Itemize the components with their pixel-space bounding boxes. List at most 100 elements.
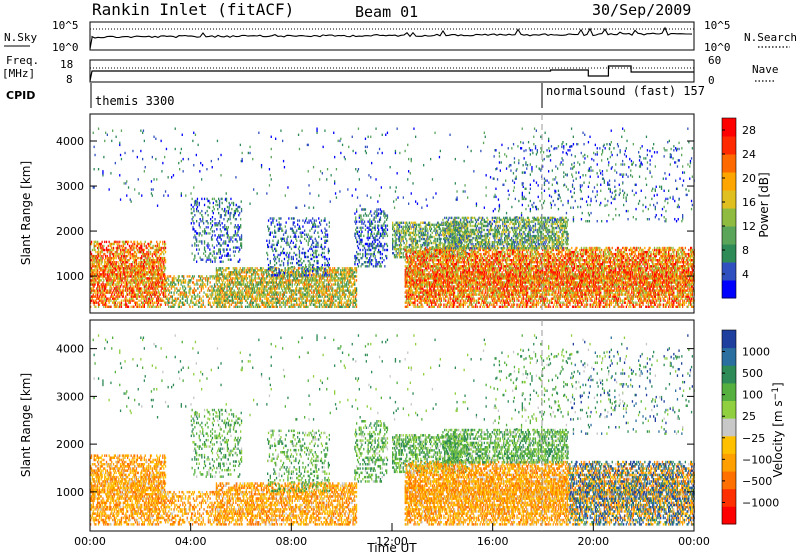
power-cell — [272, 244, 273, 246]
power-cell — [119, 241, 120, 243]
power-cell — [369, 219, 370, 221]
power-cell — [322, 232, 323, 234]
power-cell — [219, 200, 220, 202]
power-cell — [274, 225, 275, 227]
power-cell — [208, 277, 209, 279]
power-cell — [134, 247, 135, 249]
power-cell — [221, 306, 222, 308]
power-cell — [285, 269, 286, 271]
power-cell — [387, 235, 388, 237]
power-cell — [241, 208, 242, 210]
power-cell — [299, 267, 300, 269]
power-cell — [337, 289, 338, 291]
power-cell — [359, 231, 360, 233]
power-cell — [160, 259, 161, 261]
power-cell — [294, 306, 295, 308]
power-cell — [231, 208, 232, 210]
power-cell — [263, 273, 264, 275]
power-cell — [270, 217, 271, 219]
power-cell — [192, 216, 193, 218]
power-cell — [326, 258, 327, 260]
power-cell — [237, 210, 238, 212]
power-cell — [146, 267, 147, 269]
power-cell — [329, 225, 330, 227]
power-cell — [136, 259, 137, 261]
power-cell — [287, 242, 288, 244]
power-cell — [273, 244, 274, 246]
power-cell — [346, 281, 347, 283]
power-cell — [300, 287, 301, 289]
power-cell — [358, 253, 359, 255]
power-cell — [166, 302, 167, 304]
cpid-row: CPID themis 3300 normalsound (fast) 157 — [6, 83, 705, 108]
power-cell — [382, 253, 383, 255]
power-cell — [106, 304, 107, 306]
power-cell — [322, 274, 323, 276]
power-cell — [302, 272, 303, 274]
nave-label: Nave — [752, 63, 779, 76]
power-cell — [357, 241, 358, 243]
power-cell — [306, 234, 307, 236]
power-cell — [387, 245, 388, 247]
power-cell — [375, 239, 376, 241]
power-cell — [269, 240, 270, 242]
power-cell — [286, 221, 287, 223]
power-cell — [332, 287, 333, 289]
power-cell — [223, 269, 224, 271]
power-cell — [359, 243, 360, 245]
power-cell — [291, 240, 292, 242]
power-cell — [219, 306, 220, 308]
power-cell — [215, 204, 216, 206]
power-cell — [192, 244, 193, 246]
power-cell — [365, 229, 366, 231]
power-cell — [308, 256, 309, 258]
power-cell — [315, 230, 316, 232]
power-cell — [99, 281, 100, 283]
power-cell — [113, 247, 114, 249]
power-cell — [253, 306, 254, 308]
power-cell — [387, 229, 388, 231]
power-cell — [95, 251, 96, 253]
power-cell — [323, 252, 324, 254]
power-cell — [357, 263, 358, 265]
power-cell — [324, 268, 325, 270]
power-cell — [285, 279, 286, 281]
power-cell — [274, 264, 275, 266]
power-cell — [206, 232, 207, 234]
power-cell — [235, 250, 236, 252]
power-cell — [296, 258, 297, 260]
power-cell — [158, 251, 159, 253]
power-cell — [380, 257, 381, 259]
power-cell — [356, 287, 357, 289]
power-cell — [199, 302, 200, 304]
power-cell — [264, 277, 265, 279]
power-cell — [330, 291, 331, 293]
power-cell — [321, 304, 322, 306]
power-cell — [284, 274, 285, 276]
power-cell — [210, 281, 211, 283]
power-cell — [162, 241, 163, 243]
power-cell — [308, 250, 309, 252]
power-cell — [196, 248, 197, 250]
power-cell — [283, 262, 284, 264]
power-cell — [191, 298, 192, 300]
power-cell — [144, 249, 145, 251]
power-cell — [190, 287, 191, 289]
power-cell — [204, 228, 205, 230]
power-cell — [228, 255, 229, 257]
power-cell — [154, 302, 155, 304]
power-cell — [204, 306, 205, 308]
power-cell — [240, 224, 241, 226]
power-cell — [277, 306, 278, 308]
power-cell — [106, 241, 107, 243]
power-cell — [354, 281, 355, 283]
power-cell — [239, 259, 240, 261]
power-cell — [372, 223, 373, 225]
power-cell — [232, 273, 233, 275]
power-cell — [317, 232, 318, 234]
power-cell — [200, 212, 201, 214]
power-cell — [362, 253, 363, 255]
power-cell — [267, 258, 268, 260]
power-cell — [249, 275, 250, 277]
power-cell — [380, 233, 381, 235]
